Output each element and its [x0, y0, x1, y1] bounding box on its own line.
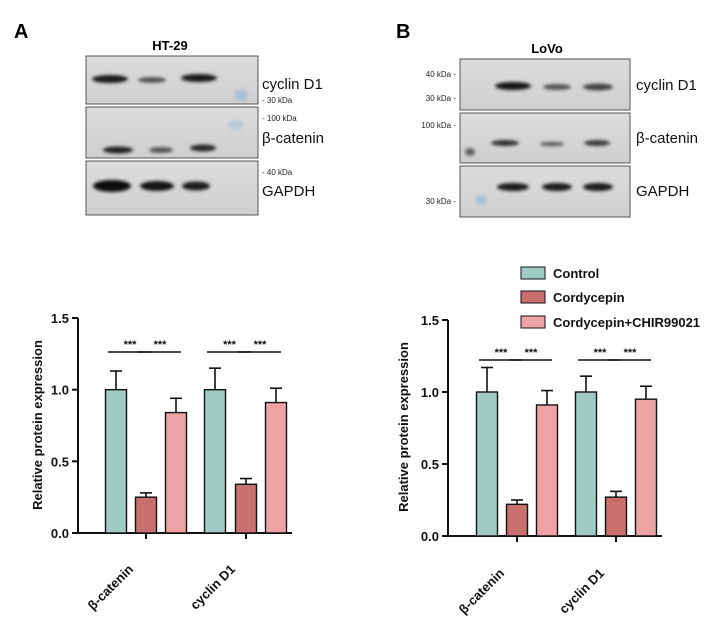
chart-b-bar-cordycepin — [604, 496, 628, 537]
marker-b-3: 100 kDa - — [421, 121, 456, 130]
band — [583, 183, 613, 191]
chart-a-ytick-label: 1.0 — [51, 383, 69, 398]
band — [181, 74, 217, 82]
marker-b-4: 30 kDa - — [426, 197, 457, 206]
chart-a-ytick-label: 0.0 — [51, 526, 69, 541]
blot-spot — [234, 89, 248, 101]
band — [497, 183, 529, 191]
band — [182, 181, 210, 191]
blot-spot — [475, 195, 487, 205]
panel-letter-b: B — [396, 21, 410, 43]
legend-swatch-cordycepin — [520, 290, 546, 304]
chart-b-bar-control — [574, 391, 598, 537]
legend: Control Cordycepin Cordycepin+CHIR99021 — [520, 266, 700, 330]
chart-a-bar-cordycepin — [234, 483, 258, 534]
marker-a-1: - 30 kDa — [262, 96, 293, 105]
panel-letter-a: A — [14, 21, 28, 43]
band — [495, 82, 531, 90]
chart-a-bar-chir — [264, 401, 288, 534]
band — [93, 180, 131, 192]
band — [140, 181, 174, 191]
band — [103, 146, 133, 154]
chart-b-category-label: cyclin D1 — [556, 566, 607, 617]
blot-a-title: HT-29 — [152, 38, 187, 53]
chart-b: Relative protein expression 0.0 0.5 1.0 1.5… — [396, 313, 662, 617]
chart-b-ylabel: Relative protein expression — [396, 342, 411, 512]
chart-b-ytick-label: 0.5 — [421, 457, 439, 472]
chart-b-ytick-label: 1.5 — [421, 313, 439, 328]
marker-a-3: - 40 kDa — [262, 168, 293, 177]
chart-b-bar-cordycepin — [505, 503, 529, 537]
chart-b-bar-chir — [634, 398, 658, 537]
legend-swatch-chir — [520, 315, 546, 329]
legend-swatch-control — [520, 266, 546, 280]
chart-a-bar-cordycepin — [134, 496, 158, 534]
legend-label-chir: Cordycepin+CHIR99021 — [553, 315, 700, 330]
blot-spot — [228, 120, 244, 130]
marker-a-2: - 100 kDa — [262, 114, 297, 123]
protein-a-cyclin: cyclin D1 — [262, 76, 323, 93]
chart-b-category-label: β-catenin — [456, 565, 508, 617]
chart-b-bar-control — [475, 391, 499, 537]
blot-b: LoVo 40 kDa - 30 kDa - 100 kDa - 30 kDa … — [421, 41, 698, 218]
chart-a: Relative protein expression 0.0 0.5 1.0 1.5… — [30, 311, 292, 613]
chart-a-sig-label: *** — [223, 339, 237, 351]
band — [491, 140, 519, 146]
chart-b-sig-label: *** — [495, 347, 509, 359]
chart-a-bar-control — [203, 388, 227, 534]
protein-b-gapdh: GAPDH — [636, 183, 689, 200]
protein-a-gapdh: GAPDH — [262, 183, 315, 200]
chart-a-sig-label: *** — [154, 339, 168, 351]
band — [542, 183, 572, 191]
protein-a-catenin: β-catenin — [262, 130, 324, 147]
blot-b-strip-gapdh — [459, 165, 631, 218]
protein-b-cyclin: cyclin D1 — [636, 77, 697, 94]
chart-a-bar-chir — [164, 411, 188, 534]
blot-b-title: LoVo — [531, 41, 563, 56]
band — [92, 75, 128, 83]
band — [584, 140, 610, 146]
blot-b-strip-catenin — [459, 112, 631, 164]
band — [190, 144, 216, 152]
chart-a-sig-label: *** — [124, 339, 138, 351]
band — [540, 141, 564, 147]
band — [583, 83, 613, 91]
chart-a-ylabel: Relative protein expression — [30, 340, 45, 510]
legend-label-control: Control — [553, 266, 599, 281]
chart-a-ytick-label: 0.5 — [51, 454, 69, 469]
marker-b-1: 40 kDa - — [426, 70, 457, 79]
chart-b-ytick-label: 1.0 — [421, 385, 439, 400]
blot-a: HT-29 - 30 kDa - 100 kDa - 40 kDa cyclin… — [85, 38, 324, 216]
chart-a-sig-label: *** — [254, 339, 268, 351]
band — [138, 77, 166, 83]
chart-b-ytick-label: 0.0 — [421, 529, 439, 544]
chart-b-sig-label: *** — [624, 347, 638, 359]
chart-b-sig-label: *** — [594, 347, 608, 359]
chart-a-bar-control — [104, 388, 128, 534]
legend-label-cordycepin: Cordycepin — [553, 290, 625, 305]
chart-a-category-label: cyclin D1 — [187, 562, 238, 613]
chart-a-category-label: β-catenin — [85, 561, 137, 613]
marker-b-2: 30 kDa - — [426, 94, 457, 103]
chart-b-bar-chir — [535, 404, 559, 537]
band — [543, 84, 571, 90]
protein-b-catenin: β-catenin — [636, 130, 698, 147]
chart-b-sig-label: *** — [525, 347, 539, 359]
blot-spot — [465, 148, 475, 156]
band — [149, 147, 173, 153]
chart-a-ytick-label: 1.5 — [51, 311, 69, 326]
